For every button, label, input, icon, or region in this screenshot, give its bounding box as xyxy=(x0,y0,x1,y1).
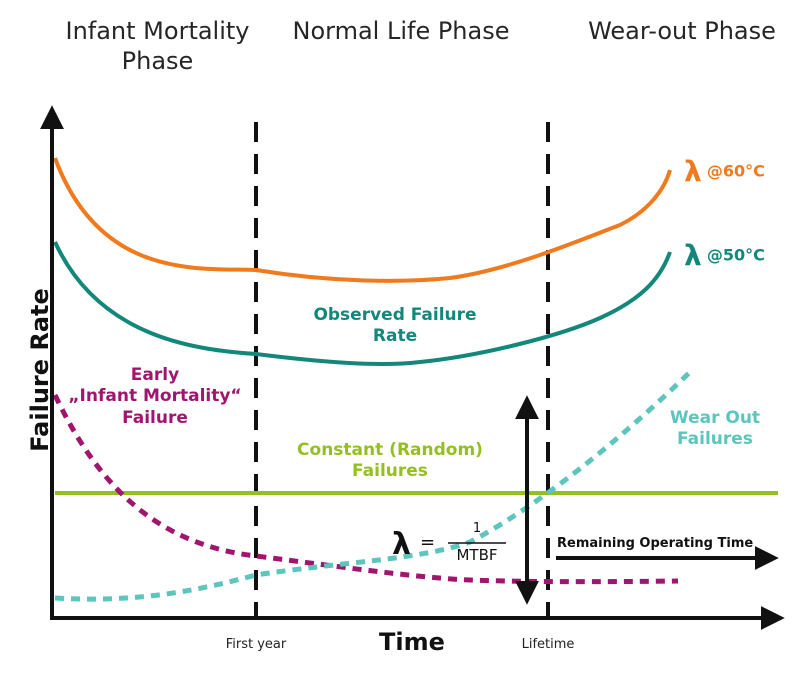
lambda-60c-text: @60°C xyxy=(706,161,765,181)
early-line3: Failure xyxy=(122,407,188,428)
infant-phase-line2: Phase xyxy=(121,47,194,75)
lambda-60c-symbol: λ xyxy=(684,155,702,188)
formula-numerator: 1 xyxy=(472,521,482,536)
lambda-60c-label: λ @60°C xyxy=(684,154,765,189)
lambda-50c-symbol: λ xyxy=(684,239,702,272)
observed-line1: Observed Failure xyxy=(313,305,477,325)
observed-failure-label: Observed Failure Rate xyxy=(300,305,490,348)
constant-failures-label: Constant (Random) Failures xyxy=(290,440,490,483)
x-axis-label: Time xyxy=(379,628,445,656)
tick-first-year: First year xyxy=(225,637,287,652)
wearout-phase-title: Wear-out Phase xyxy=(588,17,776,45)
wearout-failures-label: Wear Out Failures xyxy=(660,408,770,451)
formula-equals: = xyxy=(420,532,436,553)
observed-line2: Rate xyxy=(372,326,418,347)
infant-phase-line1: Infant Mortality xyxy=(65,17,250,45)
constant-line1: Constant (Random) xyxy=(297,440,483,460)
tick-lifetime: Lifetime xyxy=(521,637,575,652)
curve-50c-observed xyxy=(53,241,672,366)
constant-line2: Failures xyxy=(352,461,428,482)
lambda-50c-text: @50°C xyxy=(706,245,765,265)
formula-denominator: MTBF xyxy=(456,546,498,564)
curve-60c xyxy=(53,157,672,283)
normal-phase-title: Normal Life Phase xyxy=(292,17,510,45)
early-failure-label: Early „Infant Mortality“ Failure xyxy=(60,365,250,429)
lambda-50c-label: λ @50°C xyxy=(684,238,765,273)
formula-lambda: λ xyxy=(392,527,411,562)
wearout-line2: Failures xyxy=(677,429,753,450)
infant-phase-title: Infant Mortality Phase xyxy=(50,16,265,76)
wearout-line1: Wear Out xyxy=(669,408,761,428)
early-line2: „Infant Mortality“ xyxy=(68,386,242,407)
wearout-failure-curve xyxy=(54,370,692,602)
early-line1: Early xyxy=(130,365,180,385)
remaining-time-label: Remaining Operating Time xyxy=(557,536,754,551)
y-axis-label: Failure Rate xyxy=(26,288,54,452)
early-failure-curve xyxy=(52,393,679,585)
